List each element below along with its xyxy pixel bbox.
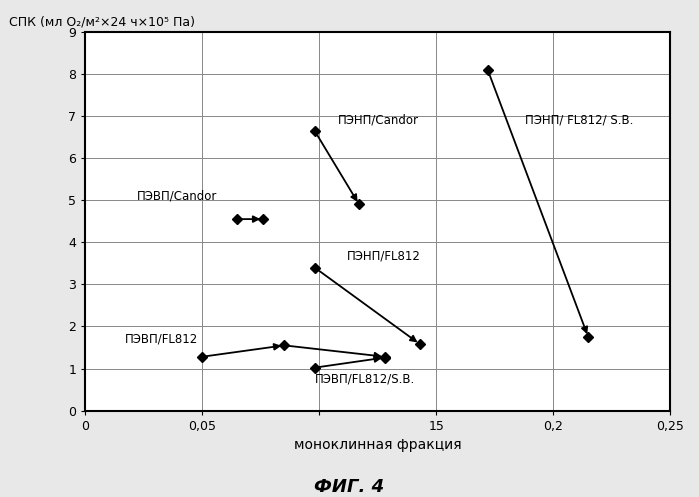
Text: СПК (мл О₂/м²×24 ч×10⁵ Па): СПК (мл О₂/м²×24 ч×10⁵ Па) <box>9 15 196 28</box>
Text: ПЭВП/FL812: ПЭВП/FL812 <box>125 332 199 345</box>
Text: ПЭВП/Candor: ПЭВП/Candor <box>137 189 217 202</box>
Text: ФИГ. 4: ФИГ. 4 <box>315 478 384 496</box>
Text: ПЭНП/Candor: ПЭНП/Candor <box>338 113 419 127</box>
Text: ПЭНП/ FL812/ S.B.: ПЭНП/ FL812/ S.B. <box>525 113 633 127</box>
Text: ПЭВП/FL812/S.B.: ПЭВП/FL812/S.B. <box>315 372 415 385</box>
Text: ПЭНП/FL812: ПЭНП/FL812 <box>347 249 421 262</box>
X-axis label: моноклинная фракция: моноклинная фракция <box>294 438 461 452</box>
